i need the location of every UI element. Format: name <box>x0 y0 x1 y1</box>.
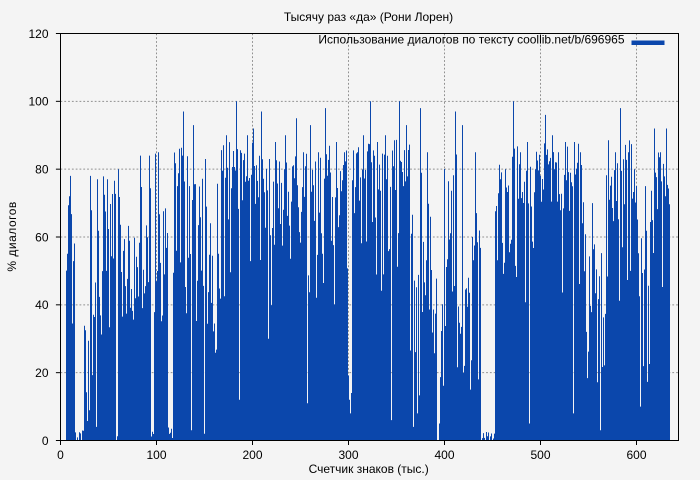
svg-text:100: 100 <box>28 95 48 109</box>
svg-text:Счетчик знаков (тыс.): Счетчик знаков (тыс.) <box>309 462 429 476</box>
svg-text:300: 300 <box>338 448 358 462</box>
svg-text:40: 40 <box>35 298 49 312</box>
svg-text:0: 0 <box>42 434 49 448</box>
svg-text:120: 120 <box>28 27 48 41</box>
svg-text:400: 400 <box>434 448 454 462</box>
svg-text:500: 500 <box>530 448 550 462</box>
svg-text:% диалогов: % диалогов <box>5 201 19 271</box>
svg-text:100: 100 <box>146 448 166 462</box>
svg-text:20: 20 <box>35 366 49 380</box>
svg-text:80: 80 <box>35 162 49 176</box>
svg-text:Использование диалогов по текс: Использование диалогов по тексту coollib… <box>318 33 624 47</box>
svg-text:60: 60 <box>35 230 49 244</box>
svg-text:0: 0 <box>57 448 64 462</box>
svg-text:600: 600 <box>626 448 646 462</box>
svg-text:Тысячу раз «да» (Рони Лорен): Тысячу раз «да» (Рони Лорен) <box>284 10 453 24</box>
svg-text:200: 200 <box>242 448 262 462</box>
